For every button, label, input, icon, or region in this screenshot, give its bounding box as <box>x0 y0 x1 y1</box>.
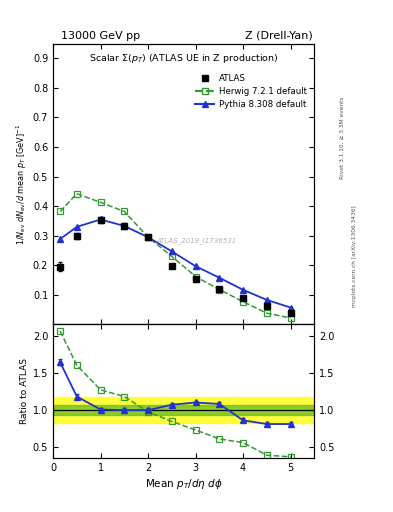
Text: Rivet 3.1.10, ≥ 3.3M events: Rivet 3.1.10, ≥ 3.3M events <box>340 97 345 180</box>
Bar <box>53 397 314 423</box>
Text: ATLAS_2019_I1736531: ATLAS_2019_I1736531 <box>157 237 237 244</box>
Text: Scalar $\Sigma(p_T)$ (ATLAS UE in Z production): Scalar $\Sigma(p_T)$ (ATLAS UE in Z prod… <box>89 52 278 65</box>
Y-axis label: $1/N_\mathrm{ev}\ dN_\mathrm{ev}/d\ \mathrm{mean}\ p_T\ [\mathrm{GeV}]^{-1}$: $1/N_\mathrm{ev}\ dN_\mathrm{ev}/d\ \mat… <box>14 123 29 245</box>
Bar <box>53 404 314 415</box>
X-axis label: Mean $p_T/d\eta\ d\phi$: Mean $p_T/d\eta\ d\phi$ <box>145 477 223 492</box>
Y-axis label: Ratio to ATLAS: Ratio to ATLAS <box>20 358 29 424</box>
Text: Z (Drell-Yan): Z (Drell-Yan) <box>245 31 312 41</box>
Text: mcplots.cern.ch [arXiv:1306.3436]: mcplots.cern.ch [arXiv:1306.3436] <box>352 205 357 307</box>
Text: 13000 GeV pp: 13000 GeV pp <box>61 31 140 41</box>
Legend: ATLAS, Herwig 7.2.1 default, Pythia 8.308 default: ATLAS, Herwig 7.2.1 default, Pythia 8.30… <box>192 70 310 113</box>
